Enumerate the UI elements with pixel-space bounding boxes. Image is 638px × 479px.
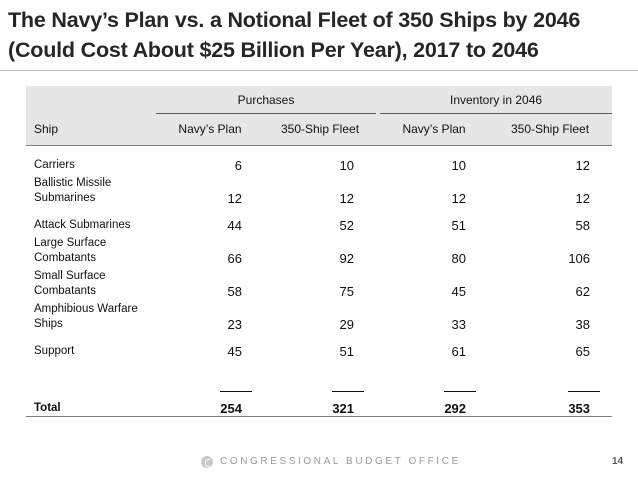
page-title: The Navy’s Plan vs. a Notional Fleet of … bbox=[8, 8, 581, 62]
total-purchases-navy-plan: 254 bbox=[220, 401, 242, 416]
row-label: Amphibious Warfare Ships bbox=[26, 299, 156, 332]
cell-inventory-350-ship: 12 bbox=[575, 190, 591, 206]
cell-inventory-350-ship: 58 bbox=[575, 217, 591, 233]
cell-purchases-navy-plan: 23 bbox=[227, 316, 242, 332]
table-row-total: Total 254 321 292 353 bbox=[26, 395, 612, 417]
cell-purchases-navy-plan: 44 bbox=[227, 217, 242, 233]
row-label: Large Surface Combatants bbox=[26, 233, 156, 266]
row-label-line2: Combatants bbox=[34, 284, 97, 297]
row-label-line2: Combatants bbox=[34, 251, 97, 264]
column-header-ship: Ship bbox=[26, 113, 156, 145]
fleet-table-container: Purchases Inventory in 2046 Ship Navy’s … bbox=[26, 86, 613, 417]
total-inventory-350-ship: 353 bbox=[568, 401, 591, 416]
table-row-carriers: Carriers 6 10 10 12 bbox=[26, 146, 612, 173]
cell-inventory-350-ship: 65 bbox=[575, 343, 591, 359]
row-label: Support bbox=[26, 332, 156, 359]
cell-inventory-350-ship: 106 bbox=[568, 250, 591, 266]
sum-rule bbox=[488, 359, 612, 395]
table-row-attack-submarines: Attack Submarines 44 52 51 58 bbox=[26, 206, 612, 233]
cell-purchases-350-ship: 92 bbox=[339, 250, 355, 266]
cell-purchases-350-ship: 12 bbox=[339, 190, 355, 206]
row-label-line1: Support bbox=[34, 344, 75, 357]
column-header-inventory-350-ship: 350-Ship Fleet bbox=[488, 113, 613, 145]
total-label: Total bbox=[34, 402, 61, 414]
page-number: 14 bbox=[612, 456, 624, 467]
group-header-gap bbox=[376, 86, 381, 113]
table-bottom-rule bbox=[26, 416, 613, 417]
cell-inventory-350-ship: 62 bbox=[575, 283, 591, 299]
column-header-inventory-navy-plan: Navy’s Plan bbox=[380, 113, 489, 145]
row-label-line1: Small Surface bbox=[34, 269, 106, 282]
column-header-row: Ship Navy’s Plan 350-Ship Fleet Navy’s P… bbox=[26, 113, 613, 145]
row-label-line1: Ballistic Missile bbox=[34, 176, 112, 189]
row-label-line1: Attack Submarines bbox=[34, 218, 131, 231]
column-header-purchases-350-ship: 350-Ship Fleet bbox=[264, 113, 377, 145]
total-inventory-navy-plan: 292 bbox=[444, 401, 467, 416]
row-label: Small Surface Combatants bbox=[26, 266, 156, 299]
sum-rule bbox=[380, 359, 488, 395]
row-label-line1: Carriers bbox=[34, 158, 75, 171]
title-divider bbox=[0, 70, 638, 71]
header-bottom-rule bbox=[26, 144, 613, 146]
cell-purchases-350-ship: 51 bbox=[339, 343, 355, 359]
group-header-inventory: Inventory in 2046 bbox=[380, 86, 613, 114]
footer: CONGRESSIONAL BUDGET OFFICE 14 bbox=[0, 455, 638, 471]
row-label-line1: Amphibious Warfare bbox=[34, 302, 138, 315]
cell-inventory-navy-plan: 33 bbox=[451, 316, 467, 332]
sum-rule bbox=[264, 359, 376, 395]
footer-organization: CONGRESSIONAL BUDGET OFFICE bbox=[220, 456, 461, 467]
cell-inventory-350-ship: 12 bbox=[575, 157, 591, 173]
row-label-line2: Ships bbox=[34, 317, 63, 330]
row-label: Carriers bbox=[26, 146, 156, 173]
cell-inventory-navy-plan: 45 bbox=[451, 283, 467, 299]
cell-purchases-navy-plan: 6 bbox=[234, 157, 242, 173]
sum-rule-row bbox=[26, 359, 612, 395]
row-label: Attack Submarines bbox=[26, 206, 156, 233]
table-row-support: Support 45 51 61 65 bbox=[26, 332, 612, 359]
cell-purchases-350-ship: 75 bbox=[339, 283, 355, 299]
cell-inventory-navy-plan: 10 bbox=[451, 157, 467, 173]
group-header-row: Purchases Inventory in 2046 bbox=[26, 86, 613, 114]
cell-inventory-350-ship: 38 bbox=[575, 316, 591, 332]
cell-purchases-navy-plan: 58 bbox=[227, 283, 242, 299]
group-header-blank bbox=[26, 86, 156, 113]
table-row-small-surface-combatants: Small Surface Combatants 58 75 45 62 bbox=[26, 266, 612, 299]
cell-purchases-350-ship: 10 bbox=[339, 157, 355, 173]
sum-rule bbox=[156, 359, 264, 395]
cell-inventory-navy-plan: 61 bbox=[451, 343, 467, 359]
cell-inventory-navy-plan: 80 bbox=[451, 250, 467, 266]
fleet-comparison-table: Purchases Inventory in 2046 Ship Navy’s … bbox=[26, 86, 613, 417]
cell-purchases-350-ship: 29 bbox=[339, 316, 355, 332]
table-row-amphibious-warfare-ships: Amphibious Warfare Ships 23 29 33 38 bbox=[26, 299, 612, 332]
total-purchases-350-ship: 321 bbox=[332, 401, 355, 416]
table-row-large-surface-combatants: Large Surface Combatants 66 92 80 106 bbox=[26, 233, 612, 266]
cell-purchases-navy-plan: 66 bbox=[227, 250, 242, 266]
cell-purchases-350-ship: 52 bbox=[339, 217, 355, 233]
column-header-purchases-navy-plan: Navy’s Plan bbox=[156, 113, 264, 145]
cell-inventory-navy-plan: 12 bbox=[451, 190, 467, 206]
column-header-gap bbox=[376, 113, 381, 145]
row-label-line2: Submarines bbox=[34, 191, 96, 204]
cbo-logo-icon bbox=[201, 456, 213, 468]
cell-purchases-navy-plan: 12 bbox=[227, 190, 242, 206]
row-label-line1: Large Surface bbox=[34, 236, 107, 249]
row-label: Ballistic Missile Submarines bbox=[26, 173, 156, 206]
cell-inventory-navy-plan: 51 bbox=[451, 217, 467, 233]
group-header-purchases: Purchases bbox=[156, 86, 377, 114]
cell-purchases-navy-plan: 45 bbox=[227, 343, 242, 359]
table-row-ballistic-missile-submarines: Ballistic Missile Submarines 12 12 12 12 bbox=[26, 173, 612, 206]
